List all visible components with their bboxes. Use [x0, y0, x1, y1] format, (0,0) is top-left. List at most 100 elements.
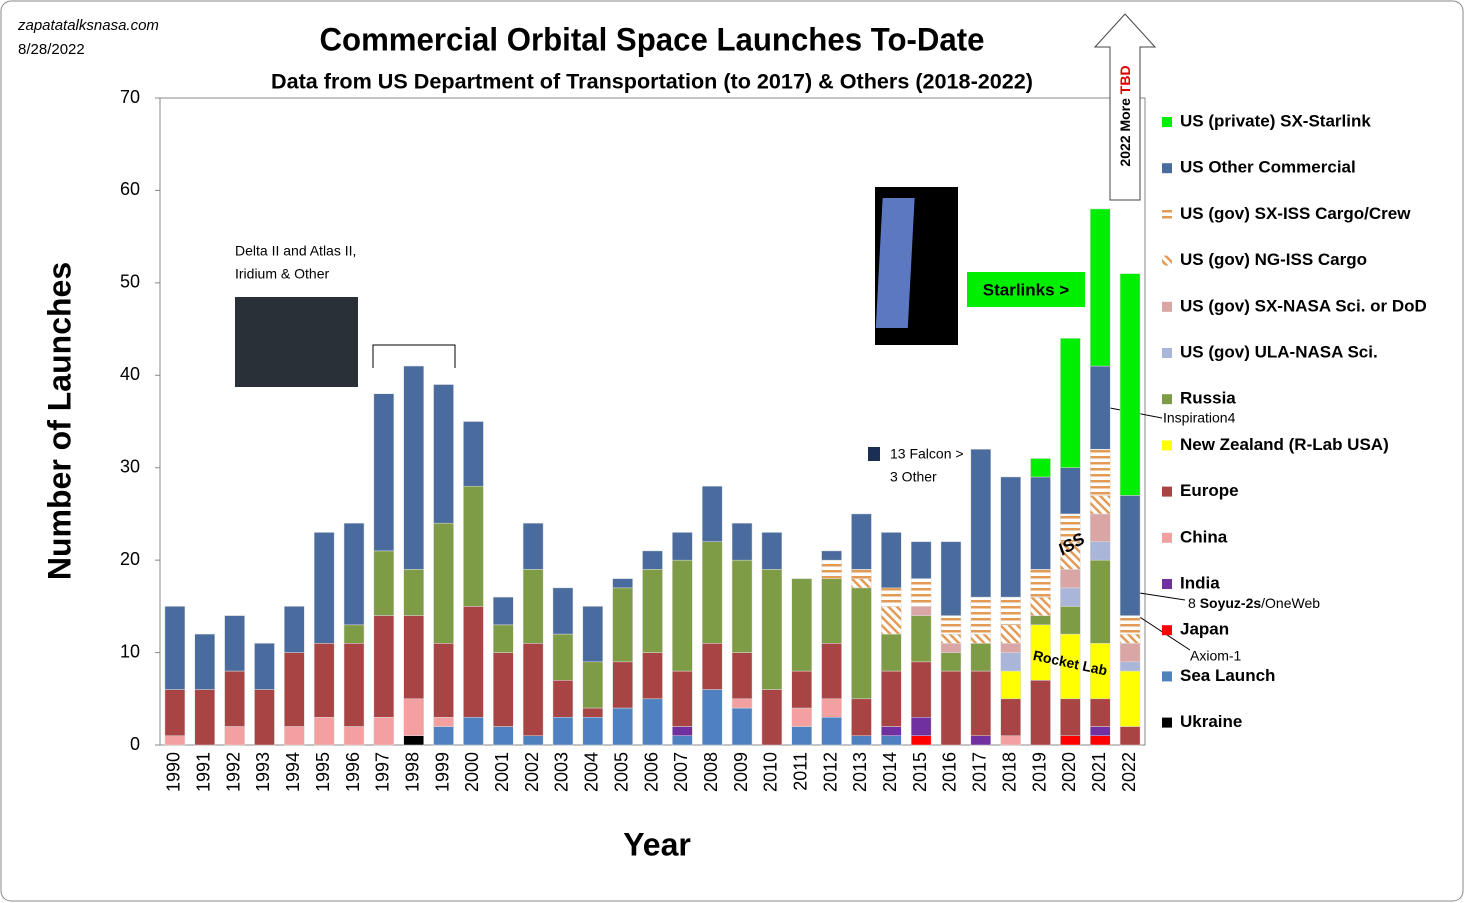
annotation-part: /OneWeb	[1261, 595, 1320, 611]
bar-segment	[1060, 587, 1081, 607]
bar-segment	[851, 698, 872, 737]
bar-segment	[1089, 735, 1111, 746]
x-tick-label: 2021	[1089, 752, 1109, 792]
chart-subtitle: Data from US Department of Transportatio…	[271, 71, 1033, 94]
bar-segment	[1089, 698, 1111, 727]
legend-label: US (gov) SX-NASA Sci. or DoD	[1180, 296, 1427, 315]
bar-segment	[1060, 698, 1081, 737]
bar-segment	[701, 643, 723, 690]
legend-swatch	[1162, 163, 1172, 174]
legend-swatch	[1162, 301, 1172, 312]
bar-segment	[761, 689, 783, 746]
bar-segment	[1000, 643, 1021, 653]
legend-swatch	[1162, 579, 1172, 589]
bar-segment	[433, 726, 454, 746]
bar-segment	[403, 615, 424, 700]
bar-segment	[1089, 513, 1111, 542]
x-axis-title: Year	[623, 826, 691, 862]
bar-segment	[194, 633, 216, 690]
bar-segment	[1119, 633, 1141, 644]
x-tick-label: 1990	[164, 752, 184, 792]
legend-label: Russia	[1180, 389, 1236, 408]
bar-segment	[791, 726, 812, 746]
bracket	[372, 344, 456, 368]
x-tick-label: 2003	[552, 752, 572, 792]
bar-segment	[970, 735, 992, 746]
bar-segment	[493, 652, 514, 727]
bar-segment	[373, 717, 395, 746]
bar-segment	[910, 541, 932, 579]
x-tick-label: 2019	[1029, 752, 1049, 792]
bar-segment	[463, 606, 484, 718]
bar-segment	[672, 735, 693, 746]
bar-segment	[522, 569, 544, 644]
y-tick-label: 40	[120, 364, 140, 384]
bar-segment	[1089, 208, 1111, 367]
legend-swatch	[1162, 625, 1172, 636]
bar-segment	[701, 541, 723, 644]
bar-segment	[1060, 467, 1081, 515]
y-tick-label: 60	[120, 179, 140, 199]
annotation-part: 2022 More	[1117, 94, 1133, 166]
bar-segment	[910, 717, 932, 737]
bar-segment	[313, 532, 335, 644]
chart-title: Commercial Orbital Space Launches To-Dat…	[320, 21, 985, 57]
bar-segment	[821, 717, 842, 746]
x-tick-label: 2022	[1119, 752, 1139, 792]
bar-segment	[433, 717, 454, 727]
bar-segment	[642, 550, 663, 570]
bar-segment	[761, 532, 783, 570]
bar-segment	[970, 670, 992, 737]
legend-swatch	[1162, 532, 1172, 543]
x-tick-label: 1999	[432, 752, 452, 792]
bar-segment	[821, 578, 842, 644]
bar-segment	[612, 587, 633, 663]
bar-segment	[612, 578, 633, 589]
bar-segment	[821, 698, 842, 718]
bar-segment	[970, 448, 992, 598]
x-tick-label: 1997	[373, 752, 393, 792]
x-tick-label: 2007	[671, 752, 691, 792]
bar-segment	[910, 578, 932, 607]
annotation-part: Soyuz-2s	[1200, 595, 1262, 611]
legend-label: India	[1180, 573, 1220, 592]
bar-segment	[910, 735, 932, 746]
bar-segment	[970, 643, 992, 672]
bar-segment	[701, 689, 723, 746]
bar-segment	[284, 652, 305, 727]
bar-segment	[1089, 726, 1111, 737]
callout	[967, 272, 1085, 307]
bar-segment	[1000, 652, 1021, 672]
bar-segment	[851, 569, 872, 579]
bar-segment	[1030, 476, 1051, 570]
bar-segment	[731, 559, 753, 653]
legend-swatch	[1162, 394, 1172, 405]
bar-segment	[910, 615, 932, 663]
x-tick-label: 2016	[940, 752, 960, 792]
photo-detail	[875, 198, 915, 328]
legend-label: US (private) SX-Starlink	[1180, 111, 1371, 130]
marker	[868, 447, 880, 461]
bar-segment	[791, 707, 812, 727]
bar-segment	[552, 680, 574, 718]
bar-segment	[881, 532, 902, 589]
bar-segment	[1119, 615, 1141, 635]
bar-segment	[313, 643, 335, 718]
bar-segment	[851, 587, 872, 700]
bar-segment	[1000, 476, 1021, 598]
bar-segment	[1030, 615, 1051, 626]
bar-segment	[940, 652, 962, 672]
legend-swatch	[1162, 671, 1172, 682]
x-tick-label: 2010	[761, 752, 781, 792]
bar-segment	[463, 421, 484, 487]
bar-segment	[910, 606, 932, 616]
legend-label: New Zealand (R-Lab USA)	[1180, 435, 1389, 454]
bar-segment	[731, 707, 753, 746]
bar-segment	[1119, 273, 1141, 496]
bar-segment	[224, 670, 245, 727]
bar-segment	[881, 735, 902, 746]
bar-segment	[881, 606, 902, 635]
annotation-part: 8	[1188, 595, 1200, 611]
bar-segment	[672, 726, 693, 737]
bar-segment	[343, 643, 365, 727]
